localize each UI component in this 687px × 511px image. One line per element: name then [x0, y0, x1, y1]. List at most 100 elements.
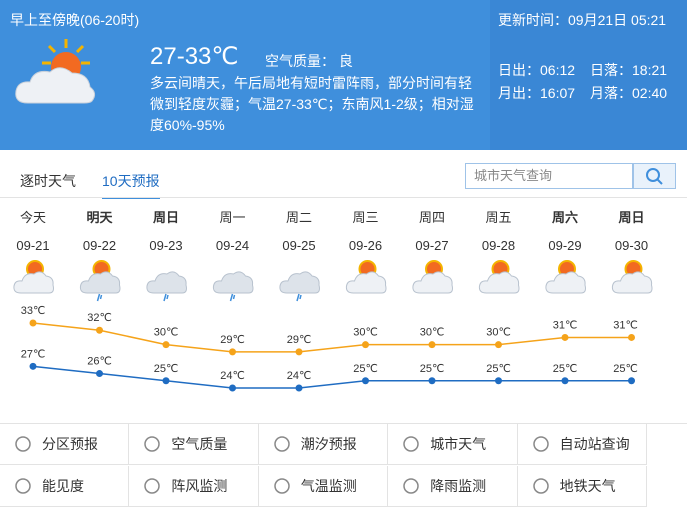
high-point	[362, 341, 369, 349]
date: 09-23	[149, 238, 182, 253]
link-icon	[403, 478, 419, 494]
low-point	[495, 377, 502, 385]
link[interactable]: 空气质量	[129, 424, 259, 465]
sun-moon-panel	[490, 0, 687, 150]
low-label: 27℃	[21, 348, 46, 360]
high-label: 29℃	[287, 334, 312, 346]
date: 09-24	[216, 238, 249, 253]
date: 09-29	[548, 238, 581, 253]
link[interactable]: 阵风监测	[129, 466, 259, 507]
low-point	[229, 384, 236, 392]
high-point	[229, 348, 236, 356]
low-label: 25℃	[420, 363, 445, 375]
low-label: 24℃	[220, 370, 245, 382]
low-line	[32, 365, 632, 389]
link-icon	[15, 478, 31, 494]
icon-shape	[532, 478, 549, 494]
link-label: 地铁天气	[559, 478, 616, 494]
link-icon	[144, 478, 161, 494]
label: 月出：	[498, 85, 540, 101]
low-point	[295, 384, 303, 392]
label: 日出：	[498, 62, 540, 78]
link-label: 气温监测	[300, 478, 357, 494]
air-quality: 空气质量： 良	[265, 51, 353, 71]
moonrise: 月出：16:07	[498, 83, 575, 103]
tab[interactable]: 逐时天气	[20, 173, 76, 189]
icon-shape	[15, 436, 31, 452]
weather-icon	[212, 271, 254, 302]
weekday: 周六	[552, 210, 578, 225]
high-point	[96, 326, 103, 334]
low-label: 26℃	[87, 356, 112, 368]
period: 早上至傍晚(06-20时)	[10, 12, 140, 28]
link-icon	[403, 436, 419, 452]
link-icon	[274, 436, 290, 452]
weather-icon	[545, 260, 586, 294]
value: 16:07	[540, 85, 576, 101]
link[interactable]: 能见度	[0, 466, 130, 507]
link[interactable]: 城市天气	[388, 424, 518, 465]
link[interactable]: 地铁天气	[517, 466, 647, 507]
icon-shape	[144, 436, 161, 452]
link[interactable]: 降雨监测	[388, 466, 518, 507]
icon-shape	[403, 436, 419, 452]
links-top-border	[0, 423, 687, 424]
main-icon	[15, 39, 96, 104]
high-point	[561, 333, 569, 341]
weather-icon	[611, 260, 653, 294]
cloud	[79, 271, 121, 294]
weather-icon	[146, 271, 187, 302]
cloud	[345, 271, 387, 294]
search-button[interactable]	[633, 163, 676, 189]
search-icon	[646, 168, 663, 185]
weather-icon	[412, 260, 453, 294]
sunset: 日落：18:21	[590, 60, 667, 80]
description: 多云间晴天，午后局地有短时雷阵雨，部分时间有轻 微到轻度灰霾；气温27-33℃；东…	[150, 73, 474, 136]
value: 18:21	[632, 62, 668, 78]
low-label: 25℃	[613, 363, 638, 375]
link-label: 潮汐预报	[300, 436, 357, 452]
cloud	[13, 271, 54, 294]
link[interactable]: 潮汐预报	[258, 424, 389, 465]
link-icon	[144, 436, 161, 452]
tab[interactable]: 10天预报	[102, 171, 160, 199]
cloud	[545, 271, 586, 294]
high-point	[295, 348, 303, 356]
link[interactable]: 分区预报	[0, 424, 130, 465]
weekday: 今天	[20, 210, 46, 225]
low-point	[561, 377, 569, 385]
low-point	[362, 377, 369, 385]
forecast: 今天 09-21 明天 09-22 周日 09-23 周一 09-24 周二 09-25 周三 09-…	[13, 210, 653, 392]
high-label: 30℃	[353, 327, 378, 339]
value: 02:40	[632, 85, 668, 101]
value: 06:12	[540, 62, 576, 78]
high-label: 30℃	[420, 327, 445, 339]
low-label: 25℃	[353, 363, 378, 375]
search-input[interactable]: 城市天气查询	[465, 163, 633, 189]
air-value: 良	[338, 53, 353, 69]
sunrise: 日出：06:12	[498, 60, 575, 80]
weekday: 周四	[419, 210, 445, 225]
link[interactable]: 自动站查询	[517, 424, 647, 465]
high-label: 31℃	[553, 319, 578, 331]
rain-drop	[229, 293, 236, 302]
rain-drop	[96, 293, 103, 302]
link-label: 自动站查询	[559, 436, 630, 452]
link-label: 分区预报	[42, 436, 98, 452]
header: 早上至傍晚(06-20时) 更新时间：09月21日 05:21 27-33℃ 空…	[0, 0, 687, 150]
icon-shape	[274, 478, 290, 494]
link-label: 能见度	[42, 478, 84, 494]
low-label: 25℃	[553, 363, 578, 375]
low-point	[628, 377, 635, 385]
weekday: 周三	[352, 210, 378, 225]
high-label: 32℃	[87, 312, 112, 324]
air-label: 空气质量：	[265, 53, 335, 69]
high-label: 33℃	[21, 305, 46, 317]
link-label: 阵风监测	[171, 478, 228, 494]
link-label: 降雨监测	[430, 478, 487, 494]
update-time: 09月21日 05:21	[568, 12, 667, 28]
link[interactable]: 气温监测	[258, 466, 389, 507]
weather-icon	[13, 260, 54, 294]
high-point	[162, 341, 170, 349]
weekday: 周日	[153, 210, 179, 225]
